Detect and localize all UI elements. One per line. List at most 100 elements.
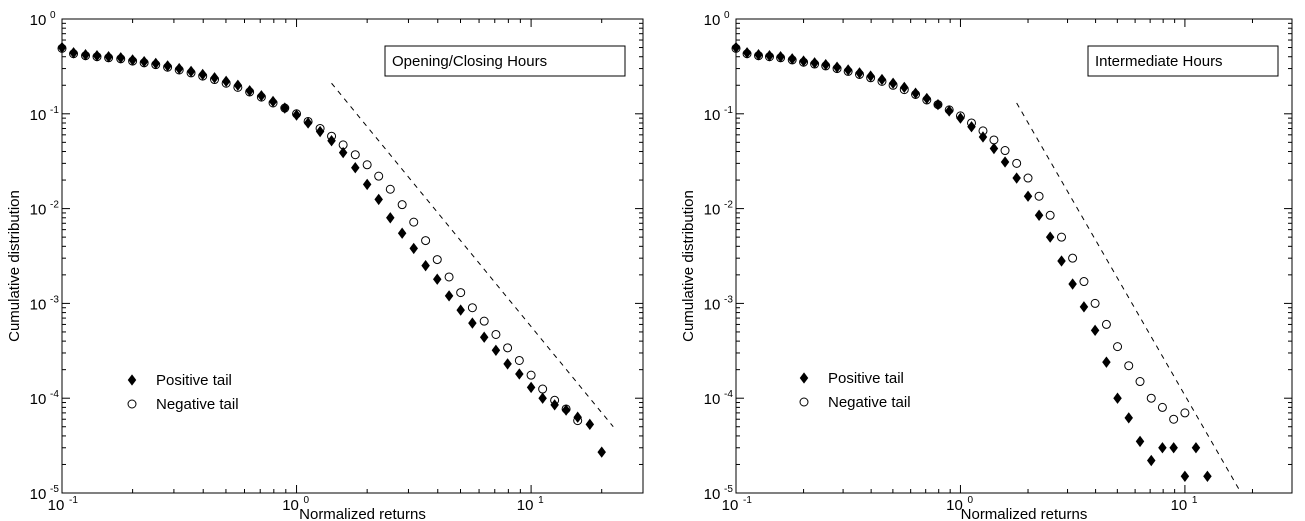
- x-tick-label: 10: [48, 497, 65, 514]
- data-point-diamond: [1045, 231, 1055, 243]
- data-point-circle: [1146, 393, 1156, 403]
- data-point-diamond: [386, 212, 395, 224]
- data-point-diamond: [315, 125, 325, 138]
- data-point-circle: [514, 355, 524, 365]
- x-tick-label-exponent: -1: [743, 495, 752, 506]
- data-point-diamond: [468, 317, 477, 329]
- series-negative-tail: [57, 43, 583, 426]
- x-tick-label: 10: [517, 497, 534, 514]
- data-point-circle: [338, 140, 348, 150]
- data-point-diamond: [989, 142, 999, 155]
- data-point-circle: [573, 416, 583, 426]
- data-point-circle: [1045, 210, 1055, 220]
- data-point-circle: [221, 78, 231, 88]
- data-point-circle: [955, 111, 965, 121]
- y-tick-label-exponent: -2: [50, 200, 59, 211]
- y-tick-label-exponent: 0: [50, 10, 56, 21]
- data-point-diamond: [1034, 209, 1044, 221]
- data-point-diamond: [163, 60, 172, 72]
- x-axis-label: Normalized returns: [961, 506, 1088, 521]
- data-point-circle: [731, 43, 741, 53]
- data-point-diamond: [1068, 278, 1077, 290]
- data-point-circle: [1023, 173, 1033, 183]
- data-point-diamond: [1180, 470, 1190, 482]
- data-point-circle: [787, 55, 797, 65]
- data-point-circle: [1034, 191, 1044, 201]
- data-point-circle: [104, 53, 114, 63]
- data-point-diamond: [409, 242, 418, 255]
- x-tick-label-exponent: 1: [1192, 495, 1198, 506]
- x-tick-label: 10: [946, 497, 963, 514]
- data-point-diamond: [1158, 442, 1167, 454]
- data-point-circle: [944, 105, 954, 115]
- data-point-circle: [1057, 232, 1067, 242]
- data-point-circle: [303, 116, 313, 126]
- data-point-circle: [1135, 377, 1145, 387]
- data-point-circle: [1000, 146, 1010, 156]
- data-point-diamond: [444, 290, 454, 302]
- data-point-diamond: [456, 304, 465, 316]
- y-tick-label: 10: [704, 202, 721, 219]
- data-point-diamond: [491, 344, 501, 356]
- plot-frame: [61, 18, 644, 494]
- data-point-circle: [1157, 402, 1167, 412]
- data-point-diamond: [432, 273, 442, 285]
- data-point-diamond: [585, 418, 595, 431]
- legend-label: Negative tail: [828, 394, 911, 411]
- x-tick-label-exponent: 0: [304, 495, 310, 506]
- data-point-circle: [116, 54, 126, 64]
- annotation-text: Opening/Closing Hours: [392, 53, 547, 70]
- data-point-diamond: [1135, 435, 1145, 448]
- data-point-circle: [967, 118, 977, 128]
- data-point-diamond: [1191, 442, 1201, 454]
- data-point-circle: [550, 395, 560, 405]
- data-point-circle: [128, 56, 138, 66]
- data-point-diamond: [956, 112, 965, 124]
- data-point-diamond: [911, 87, 920, 99]
- data-point-circle: [1180, 408, 1190, 418]
- y-tick-label-exponent: -2: [724, 200, 733, 211]
- data-point-circle: [764, 52, 774, 62]
- data-point-diamond: [877, 73, 887, 86]
- x-axis-label: Normalized returns: [299, 506, 426, 521]
- data-point-circle: [432, 255, 442, 265]
- y-axis-label: Cumulative distribution: [680, 190, 697, 342]
- annotation-box: [1087, 45, 1279, 77]
- data-point-diamond: [1203, 470, 1212, 482]
- data-point-diamond: [503, 358, 512, 370]
- reference-dashed-line: [1016, 102, 1242, 494]
- x-tick-label-exponent: 1: [538, 495, 544, 506]
- data-point-diamond: [866, 70, 875, 82]
- data-point-diamond: [597, 446, 606, 458]
- data-point-circle: [397, 200, 407, 210]
- data-point-circle: [503, 343, 513, 353]
- data-point-circle: [877, 76, 887, 86]
- data-point-circle: [561, 404, 571, 414]
- tick-marks: [61, 18, 644, 494]
- data-point-diamond: [421, 260, 430, 272]
- y-tick-label: 10: [704, 296, 721, 313]
- y-tick-label-exponent: -1: [50, 105, 59, 116]
- y-axis-label: Cumulative distribution: [6, 190, 23, 342]
- y-tick-label-exponent: -5: [50, 484, 59, 495]
- data-point-diamond: [1113, 392, 1122, 404]
- data-point-circle: [256, 92, 266, 102]
- series-positive-tail: [731, 41, 1212, 482]
- data-point-diamond: [362, 178, 372, 191]
- annotation-box: [384, 45, 626, 77]
- data-point-diamond: [538, 392, 547, 404]
- data-point-diamond: [1090, 324, 1100, 336]
- data-point-diamond: [515, 368, 524, 380]
- x-tick-label: 10: [282, 497, 299, 514]
- data-point-diamond: [186, 65, 196, 78]
- data-point-circle: [1068, 253, 1078, 263]
- data-point-circle: [362, 160, 372, 170]
- y-tick-label: 10: [30, 486, 47, 503]
- y-tick-label: 10: [30, 12, 47, 29]
- legend-marker-diamond: [127, 374, 137, 386]
- data-point-circle: [1101, 319, 1111, 329]
- y-tick-label: 10: [30, 107, 47, 124]
- data-point-circle: [57, 43, 67, 53]
